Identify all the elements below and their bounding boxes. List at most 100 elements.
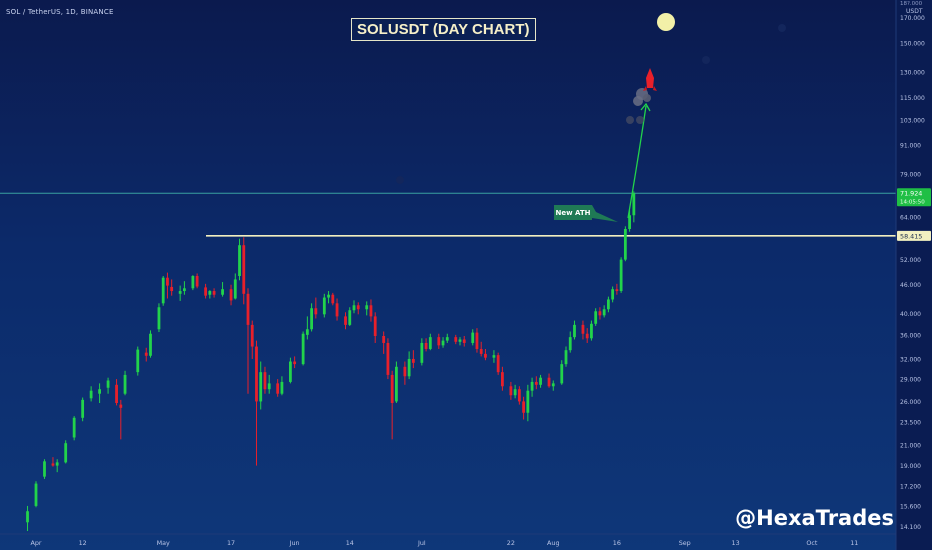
y-tick-label: 64.000 — [900, 215, 921, 222]
candle-body — [441, 340, 445, 346]
candle — [170, 279, 174, 296]
candle-body — [590, 323, 593, 339]
candle — [628, 210, 631, 232]
candle — [157, 303, 161, 333]
projection-arrowhead — [640, 102, 651, 112]
candle-body — [479, 348, 483, 354]
candle — [395, 361, 398, 404]
rocket-icon — [626, 68, 657, 124]
y-tick-label: 115.000 — [900, 95, 925, 102]
y-tick-label: 29.000 — [900, 377, 921, 384]
chart-title: SOLUSDT (DAY CHART) — [351, 18, 536, 41]
x-tick-label: Apr — [30, 539, 41, 547]
candle-body — [335, 303, 339, 317]
candle-body — [322, 297, 326, 315]
candle-body — [513, 389, 517, 396]
candle — [89, 386, 93, 402]
candle — [424, 338, 428, 352]
candle — [441, 337, 445, 348]
candle-body — [314, 308, 318, 315]
candle-body — [81, 399, 85, 418]
candle — [221, 282, 224, 297]
candle — [310, 303, 313, 332]
y-axis-panel — [896, 0, 932, 550]
ath-level-label: 58.415 — [900, 232, 922, 240]
candle-body — [161, 277, 165, 304]
y-tick-label: 103.000 — [900, 117, 925, 124]
candle-body — [43, 461, 46, 477]
candle — [479, 341, 483, 357]
candle — [72, 416, 76, 441]
candle — [369, 299, 373, 322]
candle-body — [327, 294, 330, 298]
candle — [136, 346, 140, 376]
candle-body — [522, 401, 525, 413]
y-tick-label-top: 18?.000 — [900, 1, 923, 7]
candlestick-series — [26, 191, 636, 532]
candle — [509, 381, 513, 400]
y-tick-label: 36.000 — [900, 332, 921, 339]
candle — [590, 320, 593, 341]
candle — [344, 312, 347, 330]
candle — [26, 505, 29, 532]
y-tick-label: 150.000 — [900, 40, 925, 47]
candle-body — [98, 389, 101, 394]
candle — [43, 459, 46, 479]
candle-body — [573, 324, 576, 338]
candle — [619, 257, 623, 293]
candle-body — [454, 337, 458, 342]
candle — [445, 333, 449, 343]
y-tick-label: 170.000 — [900, 15, 925, 22]
x-tick-label: Aug — [547, 539, 559, 547]
candle-body — [344, 316, 347, 325]
y-tick-label: 26.000 — [900, 399, 921, 406]
candle-body — [373, 316, 377, 336]
candle-body — [221, 289, 224, 295]
candle-body — [208, 291, 212, 295]
candle — [327, 291, 330, 304]
candle-body — [55, 462, 59, 466]
candle-body — [496, 355, 500, 373]
candle — [484, 348, 487, 361]
candle-body — [229, 289, 233, 301]
candle — [178, 285, 182, 301]
candle-body — [356, 305, 360, 310]
candle — [547, 373, 551, 388]
candle-body — [462, 339, 466, 343]
candle — [238, 238, 241, 281]
candle — [352, 300, 356, 314]
candle — [322, 293, 326, 318]
x-tick-label: 22 — [507, 539, 515, 547]
candle — [55, 459, 59, 473]
x-tick-label: Jun — [289, 539, 300, 547]
candle-body — [369, 305, 373, 317]
candle — [183, 281, 186, 295]
candle-body — [382, 335, 386, 343]
candle — [462, 335, 466, 347]
candle — [530, 377, 534, 397]
candle-body — [106, 380, 110, 388]
candle — [293, 356, 297, 369]
candle-body — [509, 386, 513, 396]
candle-body — [386, 342, 390, 375]
candle — [471, 329, 475, 346]
new-ath-label: New ATH — [555, 209, 590, 217]
candle-body — [149, 333, 152, 356]
candle-body — [157, 307, 161, 330]
candle-body — [348, 310, 352, 325]
candle — [204, 283, 207, 299]
candle-body — [305, 329, 309, 335]
candle — [492, 350, 496, 363]
candle-body — [195, 276, 199, 287]
candle-body — [267, 383, 271, 390]
candle — [280, 376, 284, 396]
candle — [263, 366, 267, 394]
candle-body — [259, 372, 263, 402]
candle-body — [526, 390, 530, 413]
candle — [208, 290, 212, 299]
candle — [166, 272, 169, 299]
candle-body — [26, 511, 29, 523]
decor-dot — [702, 56, 710, 64]
y-tick-label: 40.000 — [900, 311, 921, 318]
